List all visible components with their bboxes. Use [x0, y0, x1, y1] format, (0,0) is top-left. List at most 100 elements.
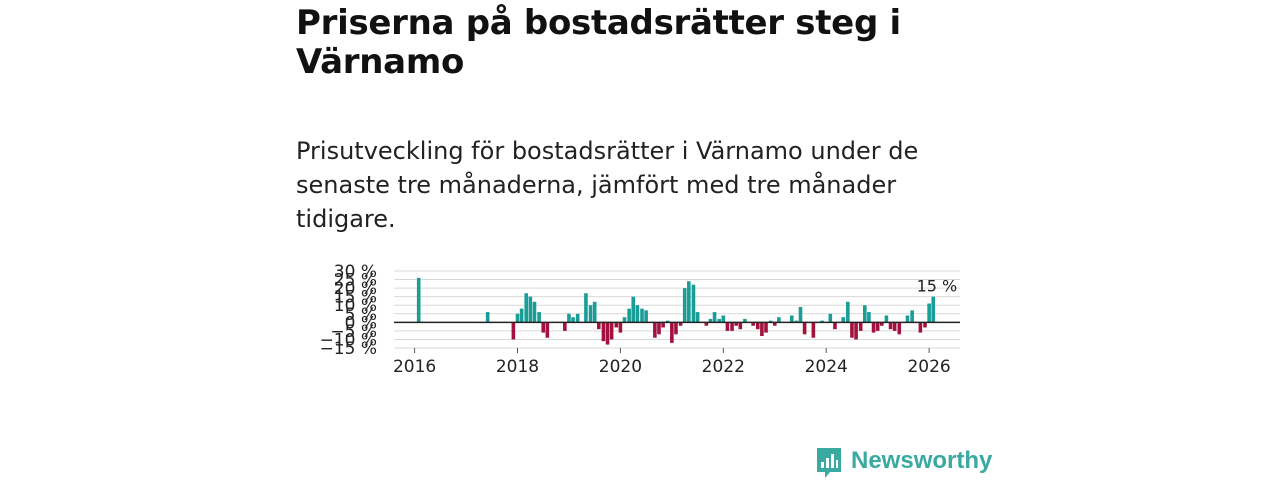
bar	[764, 322, 768, 333]
bar	[905, 315, 910, 323]
y-tick-label: −5 %	[330, 322, 377, 342]
bar	[614, 322, 619, 328]
bar	[532, 301, 537, 323]
y-tick-label: 25 %	[334, 271, 377, 291]
bar	[841, 317, 845, 323]
bar	[897, 322, 902, 335]
bar	[661, 322, 665, 328]
bar	[584, 293, 588, 323]
bar	[734, 322, 738, 326]
bar	[511, 322, 516, 340]
bar	[846, 301, 850, 323]
newsworthy-logo-icon	[817, 448, 841, 478]
bar	[545, 322, 550, 338]
bar	[918, 322, 923, 333]
bar	[820, 320, 824, 323]
bar	[537, 312, 541, 323]
bar	[854, 322, 858, 340]
x-tick-label: 2016	[393, 357, 436, 377]
bar	[515, 313, 520, 323]
bar	[575, 313, 580, 323]
grid-lines	[394, 270, 960, 349]
bar	[618, 322, 623, 333]
y-tick-label: −15 %	[320, 339, 377, 359]
bar	[704, 322, 709, 326]
bar	[888, 322, 893, 330]
bar	[571, 317, 575, 323]
page-title: Priserna på bostadsrätter steg i Värnamo	[296, 3, 901, 82]
bar	[768, 320, 773, 323]
bar	[691, 284, 696, 323]
header: Priserna på bostadsrätter steg i Värnamo	[296, 4, 976, 82]
bar	[760, 322, 764, 337]
bar	[678, 322, 683, 326]
bar	[789, 315, 794, 323]
bar	[772, 322, 777, 326]
bar	[524, 293, 529, 323]
y-tick-label: 20 %	[334, 279, 377, 299]
x-tick-label: 2018	[496, 357, 539, 377]
bar	[863, 305, 867, 323]
y-tick-label: 5 %	[345, 305, 377, 325]
price-change-chart: −15 %−10 %−5 %0 %5 %10 %15 %20 %25 %30 %…	[320, 262, 960, 377]
newsworthy-logo-text: Newsworthy	[851, 447, 993, 474]
newsworthy-logo: Newsworthy	[815, 446, 992, 480]
bar	[541, 322, 546, 333]
bar	[802, 322, 807, 335]
bar	[601, 322, 606, 342]
x-tick-label: 2020	[599, 357, 642, 377]
bar	[695, 312, 700, 323]
last-value-label: 15 %	[917, 277, 958, 296]
bar	[631, 296, 636, 323]
bar	[743, 318, 747, 323]
bar	[657, 322, 661, 335]
bar	[931, 296, 936, 323]
bar	[794, 320, 799, 323]
bar	[884, 315, 889, 323]
bar	[588, 305, 593, 323]
x-tick-label: 2022	[702, 357, 745, 377]
bar	[708, 318, 713, 323]
bar	[609, 322, 614, 340]
bar	[670, 322, 674, 343]
y-tick-label: 0 %	[345, 313, 377, 333]
bars	[416, 277, 936, 345]
bar	[811, 322, 816, 338]
bar	[717, 318, 721, 323]
bar	[879, 322, 884, 326]
y-tick-label: −10 %	[320, 330, 377, 350]
x-axis-ticks: 2016 2018 2020 2022 2024 2026	[393, 348, 951, 377]
bar	[653, 322, 657, 338]
bar	[640, 308, 644, 323]
bar	[712, 312, 717, 323]
bar	[828, 313, 833, 323]
bar	[923, 322, 927, 328]
bar	[721, 315, 726, 323]
bar	[725, 322, 730, 331]
bar	[927, 303, 931, 323]
bar	[605, 322, 610, 345]
bar	[777, 317, 781, 323]
bar	[644, 310, 648, 323]
bar	[730, 322, 734, 331]
y-tick-label: 15 %	[334, 288, 377, 308]
x-tick-label: 2026	[907, 357, 950, 377]
y-tick-label: 10 %	[334, 296, 377, 316]
bar	[416, 277, 421, 323]
bar	[892, 322, 897, 331]
bar	[858, 322, 863, 331]
bar	[867, 312, 871, 323]
bar	[751, 322, 755, 326]
bar	[627, 308, 631, 323]
bar	[567, 313, 571, 323]
y-tick-label: 30 %	[334, 262, 377, 282]
y-axis-ticks: −15 %−10 %−5 %0 %5 %10 %15 %20 %25 %30 %	[320, 262, 377, 359]
bar	[755, 322, 760, 330]
bar	[485, 312, 490, 323]
bar	[596, 322, 601, 330]
bar	[738, 322, 743, 330]
x-tick-label: 2024	[805, 357, 848, 377]
bar	[622, 317, 627, 323]
bar	[682, 288, 687, 323]
bar	[528, 296, 533, 323]
